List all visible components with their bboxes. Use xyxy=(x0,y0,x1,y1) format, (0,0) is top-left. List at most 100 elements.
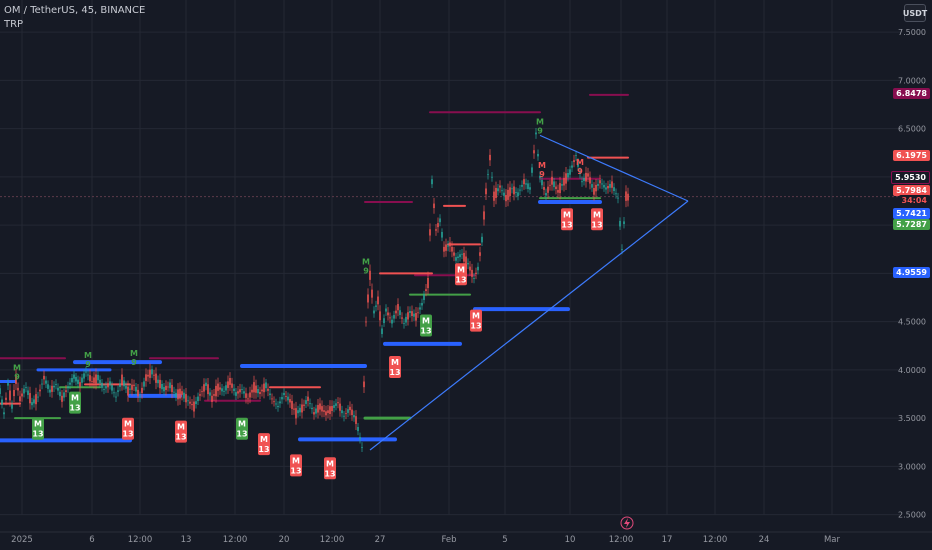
candle-body xyxy=(365,321,367,323)
candle-body xyxy=(149,369,151,378)
signal-flag[interactable] xyxy=(591,208,603,231)
candle-body xyxy=(103,389,105,390)
signal-flag[interactable] xyxy=(290,454,302,477)
candle-body xyxy=(547,186,549,193)
candle-body xyxy=(67,386,69,389)
trend-line[interactable] xyxy=(369,200,689,451)
signal-flag[interactable] xyxy=(175,420,187,443)
candle-body xyxy=(105,386,107,389)
marker-9-label: 9 xyxy=(577,167,583,176)
candle-body xyxy=(363,381,365,388)
x-tick-label: 6 xyxy=(89,535,94,545)
candle-body xyxy=(419,307,421,310)
candle-body xyxy=(535,132,537,135)
candle-body xyxy=(483,211,485,220)
candle-body xyxy=(337,402,339,404)
candle-body xyxy=(615,193,617,195)
candle-body xyxy=(353,415,355,418)
candle-body xyxy=(501,190,503,192)
candle-body xyxy=(129,388,131,390)
candle-body xyxy=(361,447,363,448)
candle-body xyxy=(57,387,59,391)
candle-body xyxy=(99,379,101,384)
x-tick-label: 13 xyxy=(181,535,192,545)
x-tick-label: 12:00 xyxy=(609,535,634,545)
flag-13-label: 13 xyxy=(561,220,572,229)
signal-flag[interactable] xyxy=(389,355,401,378)
flag-13-label: 13 xyxy=(324,469,335,478)
indicator-label[interactable]: TRP xyxy=(4,19,24,30)
candle-body xyxy=(263,383,265,393)
currency-button[interactable]: USDT xyxy=(903,4,927,22)
candle-body xyxy=(187,400,189,402)
candle-body xyxy=(225,385,227,391)
candle-body xyxy=(627,193,629,201)
candle-body xyxy=(517,192,519,197)
candle-body xyxy=(525,183,527,185)
trend-line[interactable] xyxy=(539,134,689,202)
candle-body xyxy=(333,405,335,408)
candle-body xyxy=(5,397,7,400)
flag-13-label: 13 xyxy=(69,404,80,413)
signal-flag[interactable] xyxy=(420,314,432,337)
candle-body xyxy=(217,383,219,391)
candle-body xyxy=(247,398,249,400)
signal-flag[interactable] xyxy=(69,391,81,414)
candle-body xyxy=(155,373,157,383)
candle-body xyxy=(521,184,523,187)
signal-flag[interactable] xyxy=(470,309,482,332)
candle-body xyxy=(347,409,349,413)
candle-body xyxy=(45,380,47,384)
candle-body xyxy=(447,245,449,247)
signal-flag[interactable] xyxy=(122,417,134,440)
candle-body xyxy=(309,403,311,405)
candle-body xyxy=(475,272,477,275)
flag-13-label: 13 xyxy=(389,368,400,377)
flag-13-label: 13 xyxy=(258,445,269,454)
signal-flag[interactable] xyxy=(324,457,336,480)
y-tick-label: 6.5000 xyxy=(898,125,926,134)
candle-body xyxy=(193,401,195,412)
signal-flag[interactable] xyxy=(561,208,573,231)
candle-body xyxy=(107,383,109,388)
candle-body xyxy=(1,399,3,405)
price-tag: 34:04 xyxy=(898,195,930,206)
y-tick-label: 3.0000 xyxy=(898,462,926,471)
flag-m-label: M xyxy=(563,210,571,219)
candle-body xyxy=(11,404,13,409)
candle-body xyxy=(183,392,185,399)
candle-body xyxy=(19,396,21,402)
x-tick-label: 10 xyxy=(565,535,576,545)
candle-body xyxy=(39,389,41,392)
candle-body xyxy=(331,405,333,411)
candle-body xyxy=(369,270,371,280)
flag-m-label: M xyxy=(71,394,79,403)
candle-body xyxy=(85,371,87,373)
candle-body xyxy=(295,408,297,419)
signal-flag[interactable] xyxy=(455,263,467,286)
candle-body xyxy=(393,315,395,319)
candle-body xyxy=(151,369,153,375)
candle-body xyxy=(89,375,91,382)
signal-flag[interactable] xyxy=(32,417,44,440)
candle-body xyxy=(237,391,239,394)
signal-flag[interactable] xyxy=(236,417,248,440)
candle-body xyxy=(287,396,289,401)
candle-body xyxy=(477,266,479,271)
candle-body xyxy=(3,412,5,415)
candle-body xyxy=(583,177,585,182)
candle-body xyxy=(603,184,605,188)
signal-flag[interactable] xyxy=(258,433,270,456)
candle-body xyxy=(133,384,135,386)
candle-body xyxy=(613,187,615,191)
candle-body xyxy=(293,408,295,410)
candle-body xyxy=(297,410,299,414)
symbol-title[interactable]: OM / TetherUS, 45, BINANCE xyxy=(4,5,146,16)
lightning-icon[interactable] xyxy=(620,516,634,530)
candle-body xyxy=(213,394,215,396)
candle-body xyxy=(21,393,23,397)
marker-m-label: M xyxy=(362,258,370,267)
candle-body xyxy=(205,382,207,386)
